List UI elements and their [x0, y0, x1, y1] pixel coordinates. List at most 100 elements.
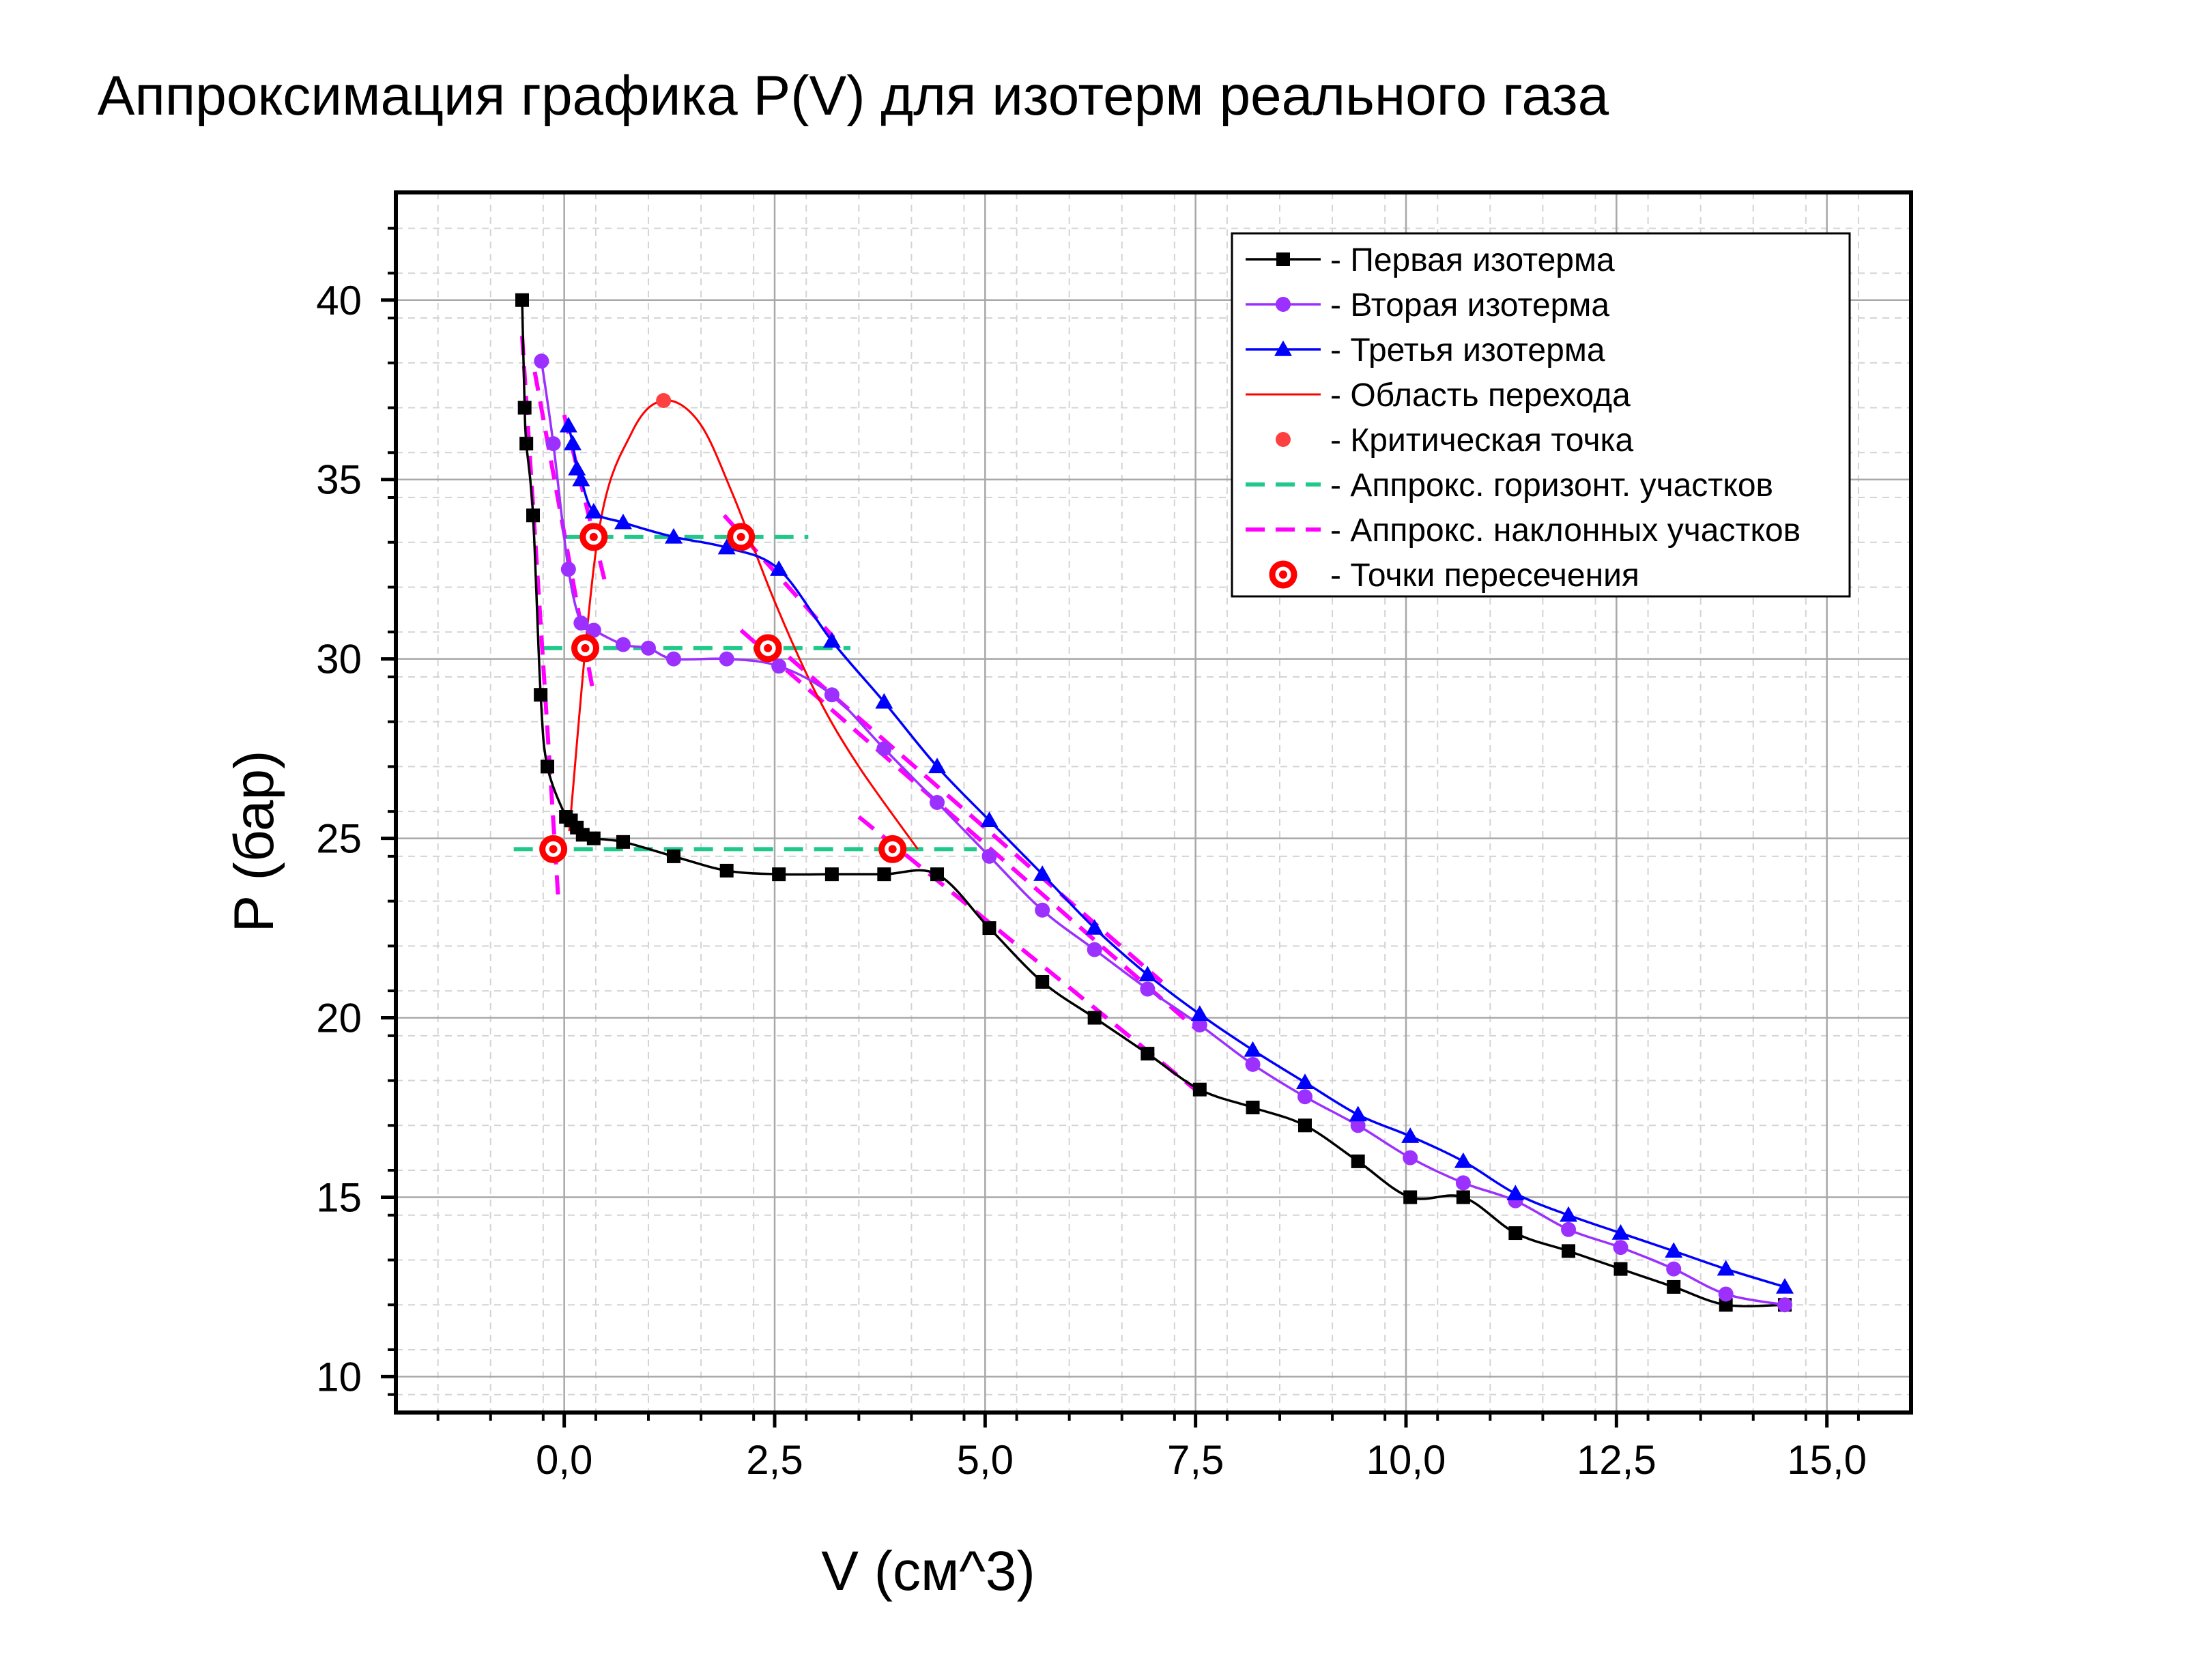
second-isotherm-point: [981, 848, 997, 864]
y-tick-label: 15: [316, 1174, 362, 1220]
third-isotherm-point: [584, 503, 603, 519]
second-isotherm-point: [876, 741, 892, 757]
first-isotherm-point: [575, 828, 590, 842]
third-isotherm-point: [928, 757, 947, 774]
legend-first-isotherm-swatch-marker: [1276, 252, 1290, 266]
second-isotherm-point: [1297, 1089, 1312, 1105]
first-isotherm-point: [877, 867, 891, 882]
second-isotherm-point: [771, 658, 787, 674]
x-tick-label: 7,5: [1167, 1437, 1224, 1483]
first-isotherm-point: [519, 437, 534, 451]
plot-frame: [394, 190, 1913, 1415]
second-isotherm-point: [586, 622, 601, 638]
first-isotherm-point: [1087, 1011, 1102, 1025]
second-isotherm-point: [1245, 1056, 1261, 1072]
legend-third-isotherm-label: - Третья изотерма: [1330, 332, 1605, 368]
first-isotherm-point: [1456, 1190, 1470, 1204]
first-isotherm-point: [1719, 1298, 1733, 1312]
second-isotherm-point: [1192, 1017, 1207, 1033]
first-isotherm-point: [1508, 1226, 1523, 1241]
y-tick-label: 35: [316, 457, 362, 503]
y-axis-label: P (бар): [223, 751, 285, 933]
axis-ticks: 0,0 2,5 5,0 7,5 10,0 12,5 15,0 10 15 20 25 30 35 40: [316, 227, 1867, 1483]
second-isotherm-point: [616, 637, 631, 652]
first-isotherm-point: [824, 867, 839, 882]
legend-second-isotherm-label: - Вторая изотерма: [1330, 287, 1609, 323]
third-isotherm-point: [1296, 1073, 1314, 1089]
first-isotherm-point: [1035, 974, 1050, 989]
first-isotherm-point: [667, 849, 680, 863]
legend-second-isotherm-swatch-marker: [1276, 297, 1291, 312]
legend-horizontal-fit-label: - Аппрокс. горизонт. участков: [1330, 467, 1773, 504]
second-isotherm-point: [1561, 1221, 1577, 1237]
legend-critical-point-swatch-marker: [1276, 432, 1291, 447]
third-isotherm-point: [770, 560, 788, 576]
third-isotherm-point: [1401, 1127, 1420, 1143]
third-isotherm-point: [559, 416, 577, 433]
x-axis-label: V (см^3): [821, 1540, 1035, 1602]
second-isotherm-point: [545, 436, 561, 452]
first-isotherm-point: [616, 835, 630, 849]
y-tick-label: 40: [316, 278, 362, 323]
third-isotherm-point: [1349, 1105, 1367, 1122]
legend: - Первая изотерма - Вторая изотерма - Трет…: [1231, 232, 1851, 598]
third-isotherm-point: [1611, 1224, 1630, 1240]
third-isotherm-point: [1085, 919, 1104, 935]
y-tick-label: 25: [316, 816, 362, 862]
second-isotherm-point: [719, 651, 734, 667]
third-isotherm-point: [980, 811, 999, 828]
critical-point: [656, 393, 672, 409]
intersection-point-center: [764, 643, 773, 652]
first-isotherm-point: [1246, 1101, 1260, 1114]
first-isotherm-point: [1667, 1279, 1681, 1294]
third-isotherm-point: [614, 513, 632, 530]
third-isotherm-point: [1717, 1260, 1735, 1276]
second-isotherm-point: [560, 562, 576, 577]
second-isotherm-point: [930, 795, 945, 810]
second-isotherm-point: [641, 640, 656, 656]
first-isotherm-point: [772, 867, 786, 882]
second-isotherm-point: [1666, 1261, 1682, 1277]
y-tick-label: 20: [316, 996, 362, 1041]
x-tick-label: 10,0: [1366, 1437, 1446, 1483]
first-isotherm-point: [1298, 1118, 1312, 1133]
second-isotherm-point: [1403, 1150, 1418, 1165]
second-isotherm-point: [573, 615, 589, 631]
first-isotherm-point: [1140, 1047, 1155, 1061]
intersection-point-center: [736, 532, 745, 541]
third-isotherm-point: [1244, 1041, 1262, 1057]
first-isotherm-point: [1613, 1262, 1628, 1276]
plot-border: [394, 190, 1913, 1415]
data-markers: [515, 293, 1794, 1313]
second-isotherm-point: [1613, 1240, 1629, 1256]
third-isotherm-point: [1560, 1206, 1578, 1222]
third-isotherm-point: [572, 470, 590, 487]
first-isotherm-point: [526, 508, 541, 523]
third-isotherm-point: [1776, 1277, 1794, 1294]
second-isotherm-point: [1087, 942, 1102, 957]
transition-region-curve: [568, 399, 919, 850]
third-isotherm-line: [567, 425, 1785, 1288]
slope-fit-line-5: [739, 628, 1197, 1030]
first-isotherm-point: [586, 831, 601, 845]
intersection-point-center: [549, 845, 558, 854]
second-isotherm-point: [824, 687, 840, 703]
x-tick-label: 15,0: [1787, 1437, 1867, 1483]
x-tick-label: 12,5: [1577, 1437, 1656, 1483]
second-isotherm-point: [534, 353, 549, 369]
second-isotherm-point: [1350, 1118, 1366, 1133]
second-isotherm-point: [1718, 1286, 1734, 1302]
x-tick-label: 2,5: [746, 1437, 803, 1483]
legend-box: [1231, 232, 1851, 598]
third-isotherm-point: [665, 527, 683, 544]
third-isotherm-point: [1033, 865, 1052, 881]
legend-intersection-points-swatch-center: [1279, 570, 1287, 579]
first-isotherm-point: [515, 293, 529, 307]
first-isotherm-point: [719, 863, 734, 878]
x-tick-label: 0,0: [536, 1437, 592, 1483]
slope-fit-line-1: [520, 336, 561, 900]
y-tick-label: 30: [316, 637, 362, 682]
first-isotherm-point: [1351, 1154, 1365, 1168]
legend-intersection-points-label: - Точки пересечения: [1330, 557, 1639, 594]
